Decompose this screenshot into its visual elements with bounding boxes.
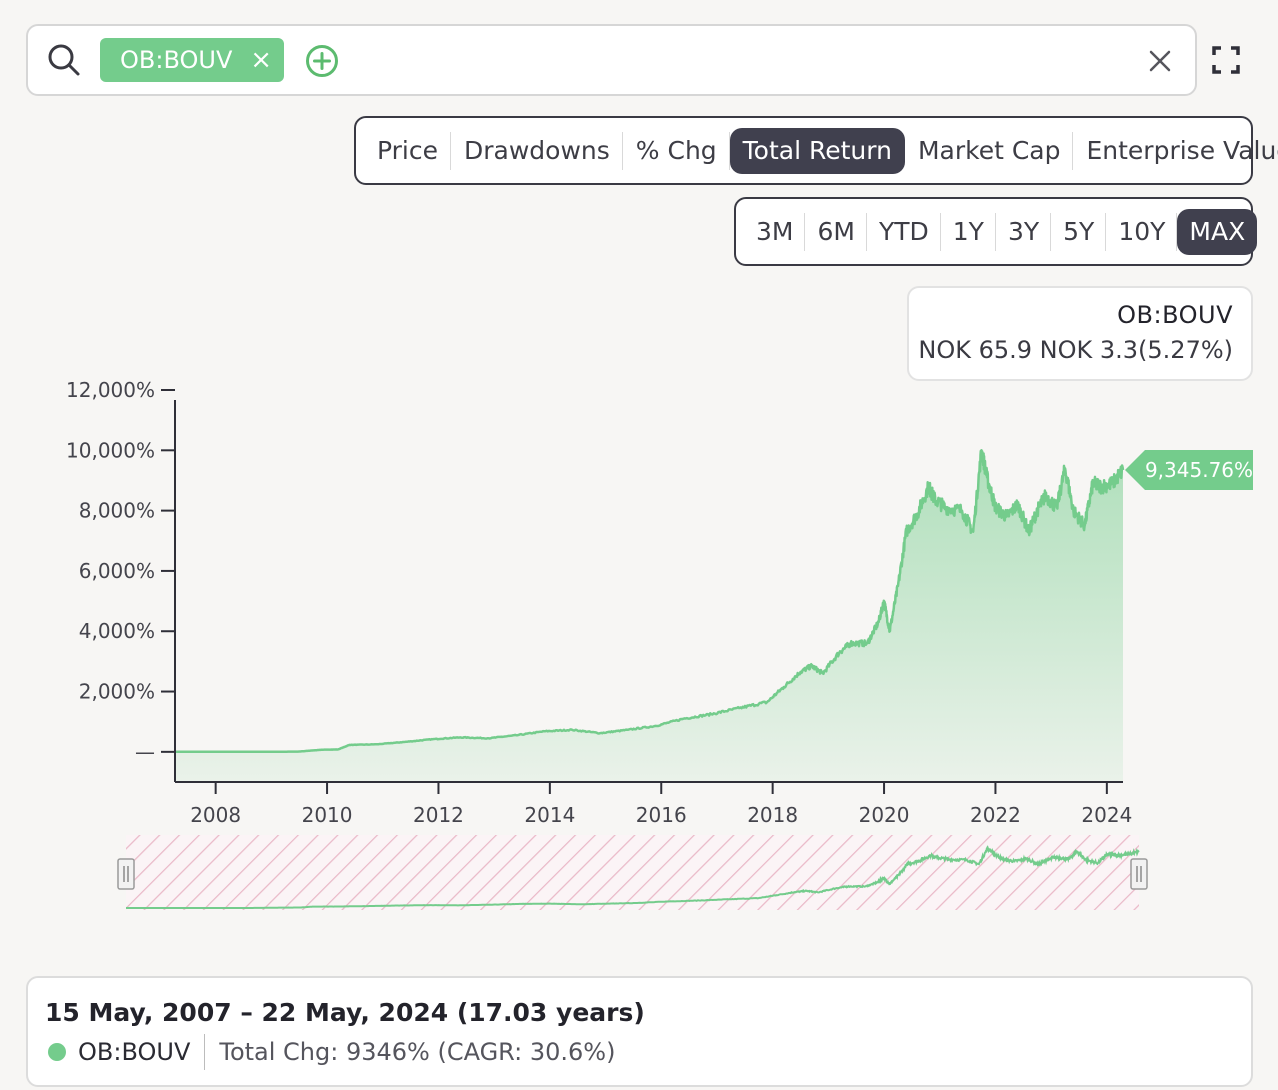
- tooltip-values: NOK 65.9 NOK 3.3(5.27%): [918, 336, 1233, 364]
- tab-total-return[interactable]: Total Return: [729, 127, 905, 174]
- range-3m[interactable]: 3M: [744, 209, 806, 255]
- navigator-right-handle[interactable]: [1130, 858, 1148, 890]
- range-max[interactable]: MAX: [1177, 208, 1258, 255]
- chip-close-icon[interactable]: ×: [250, 45, 272, 75]
- summary-legend-row: OB:BOUV Total Chg: 9346% (CAGR: 30.6%): [48, 1034, 615, 1070]
- x-tick-label: 2020: [859, 803, 910, 827]
- x-tick-label: 2012: [413, 803, 464, 827]
- range-ytd[interactable]: YTD: [867, 209, 941, 255]
- tab-chg[interactable]: % Chg: [623, 128, 730, 174]
- y-tick-label: 10,000%: [66, 438, 155, 462]
- y-tick-label: 2,000%: [79, 680, 155, 704]
- tab-drawdowns[interactable]: Drawdowns: [451, 128, 623, 174]
- search-icon: [48, 44, 80, 76]
- tooltip-ticker: OB:BOUV: [1117, 301, 1233, 329]
- range-1y[interactable]: 1Y: [941, 209, 997, 255]
- main-plot: — 2,000% 4,000% 6,000% 8,000% 10,000% 12,000% 2…: [66, 380, 1253, 827]
- x-tick-label: 2022: [970, 803, 1021, 827]
- metric-tabs: Price Drawdowns% Chg Total Return Market Ca…: [354, 116, 1278, 185]
- x-tick-label: 2018: [747, 803, 798, 827]
- legend-separator: [204, 1034, 206, 1070]
- series-line: [175, 449, 1125, 754]
- x-tick-label: 2016: [636, 803, 687, 827]
- tab-price[interactable]: Price: [364, 128, 451, 174]
- last-value-label: 9,345.76%: [1145, 458, 1253, 482]
- navigator-left-handle[interactable]: [117, 858, 135, 890]
- y-tick-label: 8,000%: [79, 499, 155, 523]
- hover-tooltip: OB:BOUV NOK 65.9 NOK 3.3(5.27%): [907, 286, 1253, 381]
- navigator-line: [126, 845, 1140, 909]
- series-area: [175, 450, 1123, 782]
- y-tick-label: —: [135, 740, 155, 764]
- range-3y[interactable]: 3Y: [996, 209, 1052, 255]
- handle-grip: [117, 858, 135, 890]
- handle-grip: [1130, 858, 1148, 890]
- x-tick-label: 2024: [1081, 803, 1132, 827]
- navigator-selection: [126, 835, 1139, 910]
- y-tick-label: 4,000%: [79, 619, 155, 643]
- y-tick-label: 6,000%: [79, 559, 155, 583]
- x-tick-label: 2010: [302, 803, 353, 827]
- summary-panel: 15 May, 2007 – 22 May, 2024 (17.03 years…: [26, 976, 1253, 1087]
- range-6m[interactable]: 6M: [805, 209, 868, 255]
- legend-dot-icon: [48, 1043, 66, 1061]
- range-5y[interactable]: 5Y: [1051, 209, 1107, 255]
- legend-ticker: OB:BOUV: [78, 1038, 191, 1066]
- tab-market-cap[interactable]: Market Cap: [905, 128, 1074, 174]
- last-value-flag: [1125, 450, 1253, 491]
- ticker-chip[interactable]: OB:BOUV ×: [100, 38, 284, 82]
- y-tick-label: 12,000%: [66, 380, 155, 402]
- summary-date-range: 15 May, 2007 – 22 May, 2024 (17.03 years…: [45, 998, 645, 1027]
- navigator[interactable]: [117, 835, 1148, 910]
- total-return-chart: — 2,000% 4,000% 6,000% 8,000% 10,000% 12,000% 2…: [66, 380, 1253, 910]
- range-tabs: 3M 6M YTD 1Y 3Y 5Y 10Y MAX: [734, 197, 1258, 266]
- range-10y[interactable]: 10Y: [1106, 209, 1178, 255]
- ticker-chip-label: OB:BOUV: [120, 46, 233, 74]
- search-bar[interactable]: OB:BOUV ×: [26, 24, 1197, 96]
- clear-search-icon[interactable]: [1145, 46, 1175, 76]
- x-tick-label: 2014: [524, 803, 575, 827]
- fullscreen-icon[interactable]: [1210, 44, 1242, 76]
- legend-stats: Total Chg: 9346% (CAGR: 30.6%): [219, 1038, 616, 1066]
- x-tick-label: 2008: [190, 803, 241, 827]
- add-ticker-icon[interactable]: [304, 43, 340, 79]
- tab-enterprise-value[interactable]: Enterprise Value: [1086, 135, 1278, 165]
